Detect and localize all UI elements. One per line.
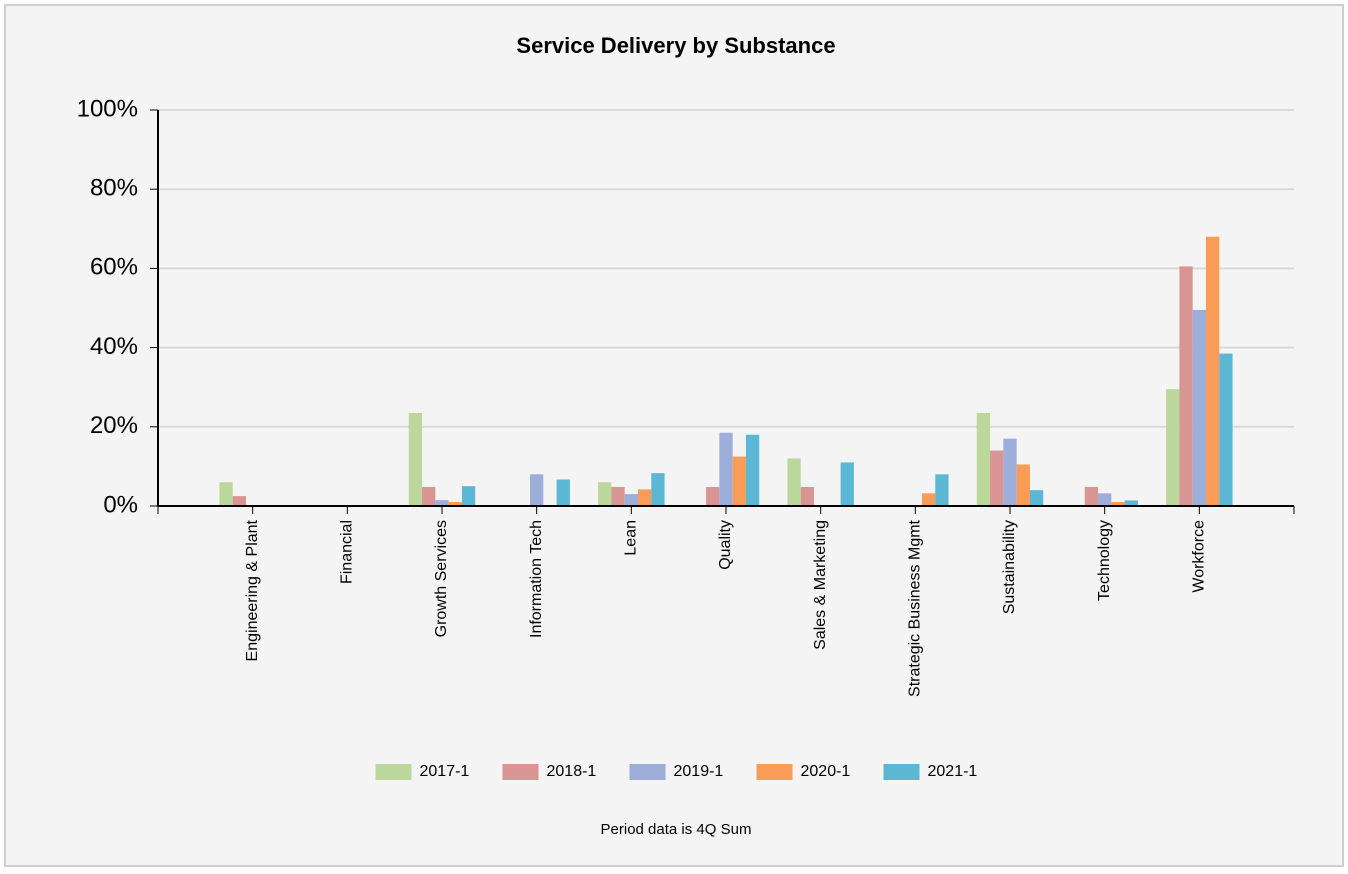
bar <box>706 486 720 506</box>
x-tick-label: Information Tech <box>528 520 545 638</box>
bar <box>461 486 476 506</box>
bar <box>1124 500 1138 506</box>
legend-label: 2021-1 <box>928 763 978 780</box>
bar <box>598 482 612 506</box>
y-tick-label: 80% <box>90 175 138 202</box>
bar <box>530 474 544 506</box>
bar <box>408 412 423 506</box>
bar <box>1219 353 1233 506</box>
bar <box>435 500 449 506</box>
x-tick-label: Financial <box>339 520 356 584</box>
bar <box>1016 464 1030 506</box>
bar <box>651 473 665 506</box>
x-tick-label: Workforce <box>1191 520 1208 593</box>
x-tick-label: Engineering & Plant <box>244 519 261 661</box>
bar <box>448 502 462 506</box>
y-tick-label: 40% <box>90 333 138 360</box>
bar <box>732 456 746 506</box>
bar <box>624 494 638 506</box>
legend-label: 2020-1 <box>801 763 851 780</box>
bar <box>637 489 652 506</box>
bar <box>1166 389 1180 506</box>
x-tick-label: Sustainability <box>1001 520 1018 614</box>
bar <box>1192 309 1206 506</box>
bar <box>1205 236 1220 506</box>
bar <box>787 458 801 506</box>
x-tick-label: Sales & Marketing <box>812 520 829 650</box>
bar <box>976 412 991 506</box>
footnote: Period data is 4Q Sum <box>601 821 752 838</box>
legend-label: 2019-1 <box>674 763 724 780</box>
legend-swatch <box>629 764 666 780</box>
bar <box>422 486 436 506</box>
bar <box>556 479 570 506</box>
bar <box>745 434 760 506</box>
bar <box>611 486 625 506</box>
bar <box>990 450 1004 506</box>
bar <box>1179 266 1193 506</box>
legend-swatch <box>375 764 412 780</box>
legend-swatch <box>756 764 793 780</box>
chart-background <box>4 4 1344 867</box>
bar <box>935 474 949 506</box>
y-tick-label: 0% <box>103 491 138 518</box>
x-tick-label: Lean <box>623 520 640 556</box>
chart-title: Service Delivery by Substance <box>516 33 835 58</box>
bar <box>1111 502 1125 506</box>
y-tick-label: 60% <box>90 254 138 281</box>
bar <box>219 482 233 506</box>
x-tick-label: Technology <box>1096 520 1113 601</box>
bar <box>1098 493 1112 506</box>
bar <box>921 493 936 506</box>
bar <box>800 486 815 506</box>
legend-label: 2018-1 <box>547 763 597 780</box>
legend-swatch <box>502 764 539 780</box>
x-tick-label: Growth Services <box>433 520 450 637</box>
bar <box>1029 490 1044 506</box>
bar <box>1003 438 1017 506</box>
y-tick-label: 100% <box>77 95 138 122</box>
legend-swatch <box>883 764 920 780</box>
bar <box>1084 486 1099 506</box>
y-tick-label: 20% <box>90 412 138 439</box>
x-tick-label: Strategic Business Mgmt <box>907 519 924 697</box>
bar <box>232 496 247 506</box>
x-tick-label: Quality <box>717 520 734 570</box>
bar <box>840 462 854 506</box>
bar <box>719 432 733 506</box>
legend-label: 2017-1 <box>420 763 470 780</box>
